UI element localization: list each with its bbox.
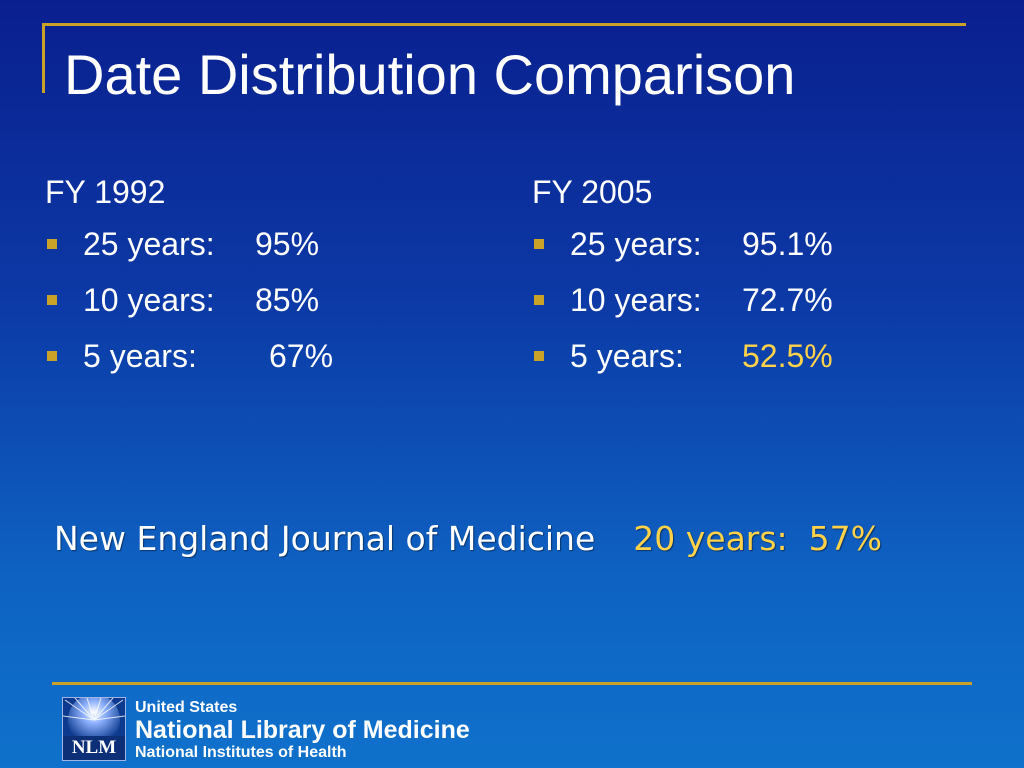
square-bullet-icon [534,239,544,249]
item-label: 5 years: [570,338,684,374]
fy2005-heading: FY 2005 [532,174,653,210]
list-item: 25 years: 95% [45,216,485,272]
journal-comparison: New England Journal of Medicine 20 years:… [54,516,882,562]
item-value: 67% [269,338,334,374]
fy1992-column: FY 1992 25 years: 95% 10 years: 85% 5 year… [45,168,485,384]
nlm-logo-icon: NLM [62,697,126,761]
square-bullet-icon [47,351,57,361]
item-value: 95.1% [742,226,833,262]
square-bullet-icon [534,295,544,305]
nlm-name: National Library of Medicine [135,716,470,744]
fy1992-heading: FY 1992 [45,174,166,210]
item-value: 72.7% [742,282,833,318]
journal-name: New England Journal of Medicine [54,519,596,558]
square-bullet-icon [47,295,57,305]
item-value: 85% [255,282,320,318]
list-item: 5 years: 52.5% [532,328,972,384]
journal-stat: 20 years: 57% [633,519,883,558]
slide-title: Date Distribution Comparison [64,43,796,106]
item-label: 5 years: [83,338,197,374]
title-rule [42,23,966,26]
fy2005-column: FY 2005 25 years: 95.1% 10 years: 72.7% 5 … [532,168,972,384]
item-label: 10 years: [83,282,215,318]
item-value: 95% [255,226,320,262]
list-item: 10 years: 72.7% [532,272,972,328]
item-label: 25 years: [570,226,702,262]
list-item: 25 years: 95.1% [532,216,972,272]
nlm-wordmark: United States National Library of Medici… [135,699,470,762]
item-value-highlight: 52.5% [742,338,833,374]
title-accent-bar [42,23,45,93]
item-label: 10 years: [570,282,702,318]
item-label: 25 years: [83,226,215,262]
square-bullet-icon [534,351,544,361]
footer-rule [52,682,972,685]
list-item: 10 years: 85% [45,272,485,328]
list-item: 5 years: 67% [45,328,485,384]
square-bullet-icon [47,239,57,249]
nlm-parent: National Institutes of Health [135,744,347,761]
nlm-country: United States [135,699,238,716]
nlm-logo-text: NLM [71,737,117,758]
